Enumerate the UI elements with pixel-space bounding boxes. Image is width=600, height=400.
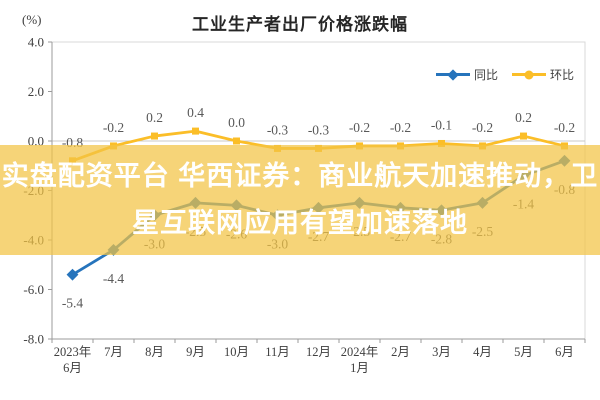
x-tick-label: 5月 xyxy=(514,345,533,359)
x-tick-label: 1月 xyxy=(350,361,369,375)
legend-item-huanbi: 环比 xyxy=(512,66,574,83)
x-tick-label: 10月 xyxy=(224,345,249,359)
data-label: -0.2 xyxy=(349,120,370,135)
x-tick-label: 4月 xyxy=(473,345,492,359)
data-label: -0.1 xyxy=(431,117,452,132)
diamond-marker-icon xyxy=(447,68,459,81)
tongbi-line-swatch-icon xyxy=(436,68,470,81)
chart-title: 工业生产者出厂价格涨跌幅 xyxy=(192,15,408,34)
data-label: 0.2 xyxy=(146,110,163,125)
huanbi-line-swatch-icon xyxy=(512,70,547,79)
square-marker-icon xyxy=(233,137,240,145)
banner-text-line-1: 实盘配资平台 华西证券：商业航天加速推动，卫 xyxy=(1,161,599,191)
y-tick-label: -6.0 xyxy=(23,282,44,297)
data-label: 0.0 xyxy=(228,115,245,130)
x-tick-label: 6月 xyxy=(555,345,574,359)
square-marker-icon xyxy=(438,139,445,147)
y-tick-label: 2.0 xyxy=(28,84,44,99)
chart-legend: 同比 环比 xyxy=(436,66,574,83)
x-tick-label: 2024年 xyxy=(341,345,379,359)
data-label: 0.4 xyxy=(187,105,204,120)
x-tick-label: 2023年 xyxy=(54,345,92,359)
diamond-marker-icon xyxy=(66,268,79,281)
data-label: -0.2 xyxy=(554,120,575,135)
y-tick-label: -8.0 xyxy=(23,332,44,347)
x-tick-label: 12月 xyxy=(306,345,331,359)
x-tick-label: 7月 xyxy=(104,345,123,359)
data-label: -0.2 xyxy=(472,120,493,135)
legend-item-tongbi: 同比 xyxy=(436,66,498,83)
square-marker-icon xyxy=(192,127,199,135)
square-marker-icon xyxy=(151,132,158,140)
data-label: -4.4 xyxy=(103,271,125,286)
data-label: -0.3 xyxy=(267,122,289,137)
x-tick-label: 9月 xyxy=(186,345,205,359)
y-axis-unit-label: (%) xyxy=(22,12,42,27)
data-label: -0.2 xyxy=(103,120,124,135)
y-tick-label: 0.0 xyxy=(28,134,44,149)
x-tick-label: 2月 xyxy=(391,345,410,359)
legend-label-tongbi: 同比 xyxy=(474,68,499,82)
square-marker-icon xyxy=(520,132,527,140)
banner-text-line-2: 星互联网应用有望加速落地 xyxy=(132,208,468,238)
y-tick-label: 4.0 xyxy=(28,35,44,50)
circle-marker-icon xyxy=(524,70,534,79)
watermark-text-banner: 实盘配资平台 华西证券：商业航天加速推动，卫 星互联网应用有望加速落地 xyxy=(0,145,600,255)
data-label: -5.4 xyxy=(62,296,84,311)
x-tick-label: 6月 xyxy=(63,361,82,375)
data-label: -0.3 xyxy=(308,122,330,137)
x-tick-label: 11月 xyxy=(265,345,290,359)
data-label: 0.2 xyxy=(515,110,532,125)
legend-label-huanbi: 环比 xyxy=(550,68,575,82)
x-tick-label: 3月 xyxy=(432,345,451,359)
x-tick-label: 8月 xyxy=(145,345,164,359)
data-label: -0.2 xyxy=(390,120,411,135)
